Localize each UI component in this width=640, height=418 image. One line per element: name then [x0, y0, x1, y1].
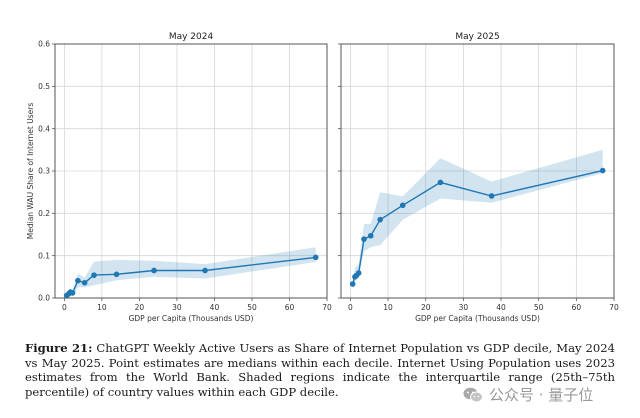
- panel-2-x-axis-label: GDP per Capita (Thousands USD): [415, 314, 540, 323]
- panel-1-y-tick-label: 0.0: [38, 294, 50, 303]
- panel-1-y-tick-label: 0.3: [38, 167, 50, 176]
- figure-charts: 0 10 20 30 40 50 60 70 0.0 0.1 0.2 0.3 0.4 0.5 0.6 May …: [26, 32, 619, 323]
- wechat-icon: [463, 387, 483, 403]
- panel-1-y-tick-label: 0.2: [38, 209, 50, 218]
- panel-2-x-tick-label: 70: [609, 303, 619, 312]
- panel-2-data-point: [361, 236, 367, 242]
- watermark-text: 公众号 · 量子位: [489, 386, 594, 404]
- panel-1-x-tick-label: 20: [135, 303, 145, 312]
- panel-1-data-point: [69, 290, 76, 296]
- panel-1-data-point: [75, 277, 81, 284]
- panel-1-data-point: [91, 272, 97, 278]
- panel-2-x-tick-label: 0: [348, 303, 353, 312]
- panel-1-data-point: [113, 271, 120, 278]
- panel-2-x-tick-label: 30: [459, 303, 469, 312]
- panel-1-data-point: [151, 267, 157, 274]
- panel-2-data-point: [399, 202, 406, 209]
- caption-text: ChatGPT Weekly Active Users as Share of …: [25, 341, 616, 399]
- panel-1-x-tick-label: 0: [62, 303, 67, 312]
- figure-caption: Figure 21: ChatGPT Weekly Active Users a…: [25, 341, 615, 399]
- panel-2-x-tick-label: 20: [421, 303, 431, 312]
- panel-2-chart-title: May 2025: [455, 32, 499, 42]
- panel-2-data-point: [488, 193, 495, 199]
- panel-2-iqr-band: [352, 149, 603, 288]
- panel-1-x-tick-label: 40: [210, 303, 220, 312]
- panel-1-y-tick-label: 0.1: [38, 251, 50, 260]
- panel-2-x-tick-label: 50: [534, 303, 544, 312]
- panel-2-data-point: [349, 281, 356, 287]
- panel-2-x-tick-label: 40: [496, 303, 506, 312]
- panel-1-y-axis-label: Median WAU Share of Internet Users: [26, 103, 35, 240]
- panel-1-y-tick-label: 0.4: [38, 124, 50, 133]
- panel-2-data-point: [599, 167, 606, 174]
- panel-1-iqr-band: [66, 247, 316, 298]
- panel-2-x-tick-label: 10: [383, 303, 393, 312]
- panel-1-data-point: [312, 254, 319, 261]
- panel-2-data-point: [367, 232, 374, 239]
- panel-1-data-point: [81, 279, 88, 286]
- panel-1-x-tick-label: 50: [247, 303, 257, 312]
- watermark: 公众号 · 量子位: [463, 384, 593, 405]
- caption-label: Figure 21:: [25, 341, 93, 355]
- panel-2-data-point: [377, 216, 383, 223]
- panel-2-data-point: [355, 270, 362, 276]
- panel-1-x-tick-label: 10: [97, 303, 107, 312]
- panel-1-y-tick-label: 0.6: [38, 40, 50, 49]
- panel-1-x-tick-label: 60: [285, 303, 295, 312]
- panel-1-y-tick-label: 0.5: [38, 82, 50, 91]
- panel-2-x-tick-label: 60: [572, 303, 582, 312]
- panel-1-chart-title: May 2024: [169, 32, 214, 42]
- panel-1-x-axis-label: GDP per Capita (Thousands USD): [129, 314, 254, 323]
- panel-2-data-point: [437, 179, 444, 186]
- panel-1-x-tick-label: 70: [322, 303, 332, 312]
- panel-1-x-tick-label: 30: [172, 303, 182, 312]
- panel-1-data-point: [202, 267, 208, 274]
